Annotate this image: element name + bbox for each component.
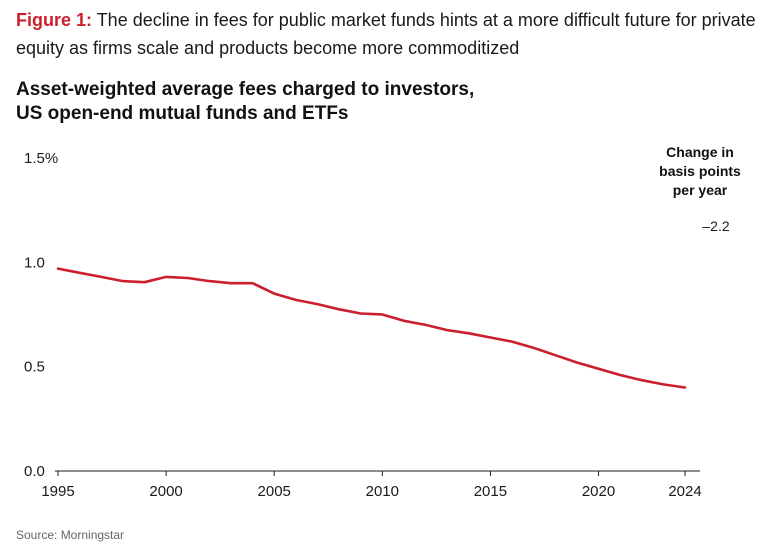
x-tick-label: 2005 — [258, 483, 291, 500]
source-note: Source: Morningstar — [16, 528, 125, 542]
change-header-line-1: Change in — [666, 144, 734, 160]
x-tick-label: 2015 — [474, 483, 507, 500]
chart-title-line-2: US open-end mutual funds and ETFs — [16, 103, 349, 124]
change-header: Change in basis points per year — [640, 143, 760, 200]
figure-caption: Figure 1: The decline in fees for public… — [16, 6, 764, 62]
chart-title-line-1: Asset-weighted average fees charged to i… — [16, 79, 475, 100]
x-tick-label: 2010 — [366, 483, 399, 500]
series-line — [56, 267, 687, 389]
y-tick-label: 0.5 — [24, 359, 45, 376]
change-header-line-3: per year — [672, 182, 728, 198]
x-tick-label: 2000 — [149, 483, 182, 500]
figure-label: Figure 1: — [16, 10, 93, 30]
change-header-line-2: basis points — [659, 163, 741, 179]
x-tick-label: 2024 — [668, 483, 701, 500]
change-value: –2.2 — [702, 218, 730, 234]
y-tick-label: 1.0 — [24, 254, 45, 271]
x-tick-label: 1995 — [41, 483, 74, 500]
chart-title: Asset-weighted average fees charged to i… — [16, 78, 716, 126]
figure-caption-text: The decline in fees for public market fu… — [16, 10, 756, 58]
y-tick-label: 1.5% — [24, 150, 58, 167]
x-tick-label: 2020 — [582, 483, 615, 500]
y-tick-label: 0.0 — [24, 463, 45, 480]
